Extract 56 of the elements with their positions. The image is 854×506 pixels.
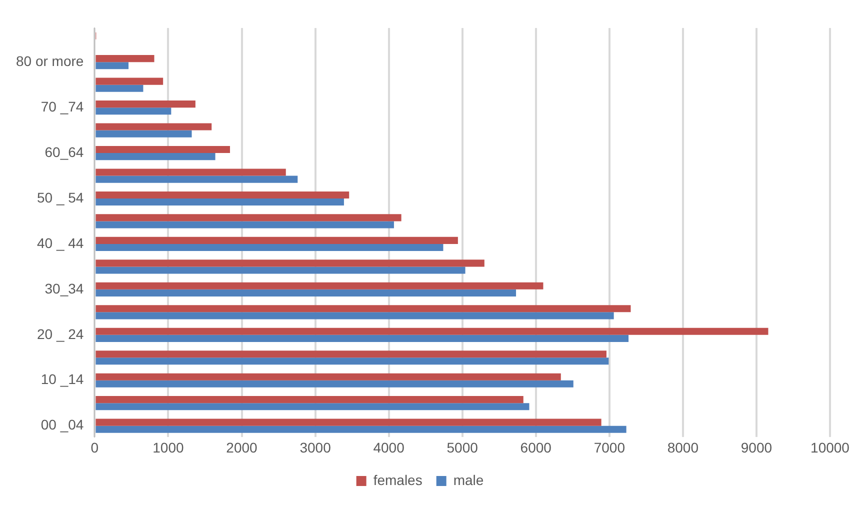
bar <box>96 236 458 244</box>
bar <box>96 191 350 198</box>
y-tick-label: 30_34 <box>44 280 84 296</box>
x-tick-label: 9000 <box>740 439 772 456</box>
bar <box>96 334 629 342</box>
bar <box>96 84 144 92</box>
y-tick-label: 10 _14 <box>40 371 84 388</box>
bar <box>96 426 626 433</box>
bar <box>96 55 154 62</box>
bar <box>96 312 614 320</box>
x-tick-label: 8000 <box>667 439 699 456</box>
legend-label: male <box>453 472 484 488</box>
bar <box>96 214 402 222</box>
bar <box>96 108 172 115</box>
bar <box>96 78 164 85</box>
bar <box>96 380 574 388</box>
bar <box>96 418 602 426</box>
x-tick-label: 0 <box>90 439 99 456</box>
bar <box>96 305 631 312</box>
y-tick-label: 80 or more <box>16 52 84 69</box>
y-tick-label: 60_64 <box>44 144 84 160</box>
bar <box>96 396 524 404</box>
x-tick-label: 4000 <box>373 439 405 456</box>
bar <box>96 221 394 228</box>
bar <box>96 244 444 252</box>
x-tick-label: 1000 <box>152 439 184 456</box>
x-tick-label: 5000 <box>446 439 478 456</box>
y-tick-label: 50 _ 54 <box>36 189 84 206</box>
bar <box>96 403 530 410</box>
x-tick-label: 3000 <box>300 439 332 456</box>
bar <box>96 266 466 274</box>
bar <box>96 176 298 183</box>
bar <box>96 168 286 176</box>
x-tick-label: 7000 <box>594 439 626 456</box>
bar <box>96 130 192 138</box>
bar <box>96 358 609 365</box>
x-tick-label: 6000 <box>520 439 552 456</box>
y-tick-label: 00 _04 <box>40 416 84 433</box>
bar <box>96 373 561 380</box>
bar <box>96 289 516 296</box>
bar <box>96 328 768 335</box>
y-tick-label: 40 _ 44 <box>36 234 84 251</box>
bar <box>96 146 230 154</box>
bar <box>96 62 129 70</box>
x-tick-label: 2000 <box>226 439 258 456</box>
x-tick-label: 10000 <box>810 439 850 456</box>
bar <box>96 153 216 160</box>
y-tick-label: 70 _74 <box>40 98 84 114</box>
bar <box>96 123 212 130</box>
bar <box>96 282 544 290</box>
bar <box>96 350 606 358</box>
bar <box>96 198 344 206</box>
bar <box>96 100 196 108</box>
legend-label: females <box>373 472 422 488</box>
bar <box>96 260 484 267</box>
y-tick-label: 20 _ 24 <box>36 326 84 342</box>
